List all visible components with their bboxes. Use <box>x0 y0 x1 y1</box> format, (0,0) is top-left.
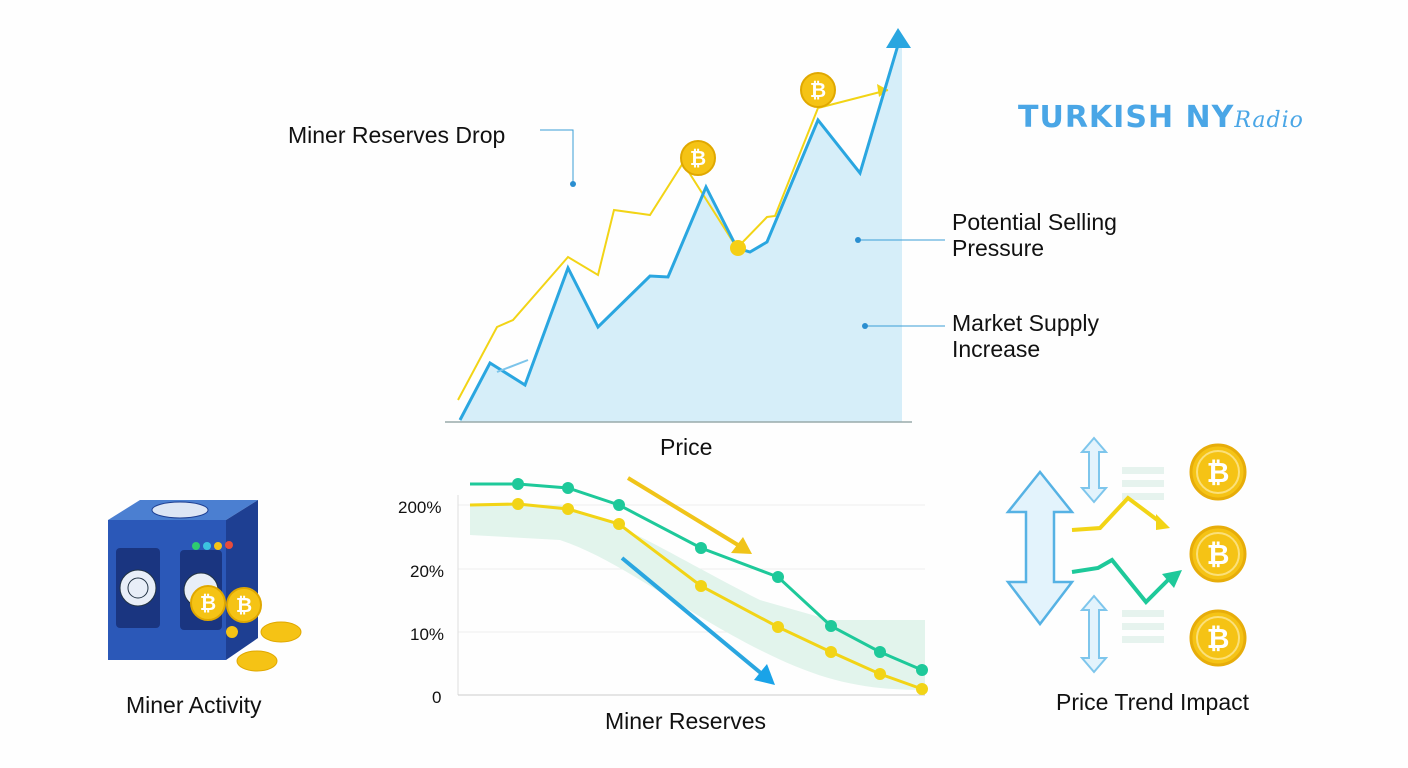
bitcoin-coin-icon <box>1189 443 1247 501</box>
yellow-down-arrow-icon <box>731 537 752 554</box>
bitcoin-coin-icon <box>226 587 262 623</box>
yellow-trend-line <box>457 89 889 401</box>
bitcoin-coin-icon <box>800 72 836 108</box>
reserves-axis-label: Miner Reserves <box>605 708 767 734</box>
bitcoin-coin-icon <box>190 585 226 621</box>
miner-rig-icon <box>108 500 302 672</box>
up-down-arrow-icon <box>1005 469 1075 627</box>
bitcoin-coin-icon <box>1189 609 1247 667</box>
blue-arrowhead-icon <box>886 28 911 48</box>
price-chart <box>445 28 945 423</box>
y-tick: 10% <box>410 625 445 644</box>
leader-line <box>540 129 574 184</box>
y-tick: 200% <box>398 498 442 517</box>
annotation-selling-pressure: Potential Selling Pressure <box>952 209 1117 261</box>
miner-activity-label: Miner Activity <box>126 692 262 718</box>
price-trend-icons <box>1005 436 1247 674</box>
price-area <box>460 45 902 422</box>
bitcoin-coin-icon <box>1189 525 1247 583</box>
reserves-chart <box>457 476 928 696</box>
yellow-arrowhead <box>877 84 888 97</box>
annotation-miner-reserves-drop: Miner Reserves Drop <box>288 122 506 148</box>
annotation-supply-increase: Market Supply Increase <box>952 310 1100 362</box>
blue-price-line <box>458 44 900 421</box>
price-axis-label: Price <box>660 434 713 460</box>
y-tick: 0 <box>432 688 442 707</box>
price-trend-impact-label: Price Trend Impact <box>1056 689 1250 715</box>
yellow-dot <box>730 240 746 256</box>
bitcoin-coin-icon <box>680 140 716 176</box>
turkish-ny-radio-logo: TURKISH NYRadio <box>1018 100 1304 135</box>
blue-down-arrow-icon <box>754 664 775 685</box>
y-tick: 20% <box>410 562 445 581</box>
